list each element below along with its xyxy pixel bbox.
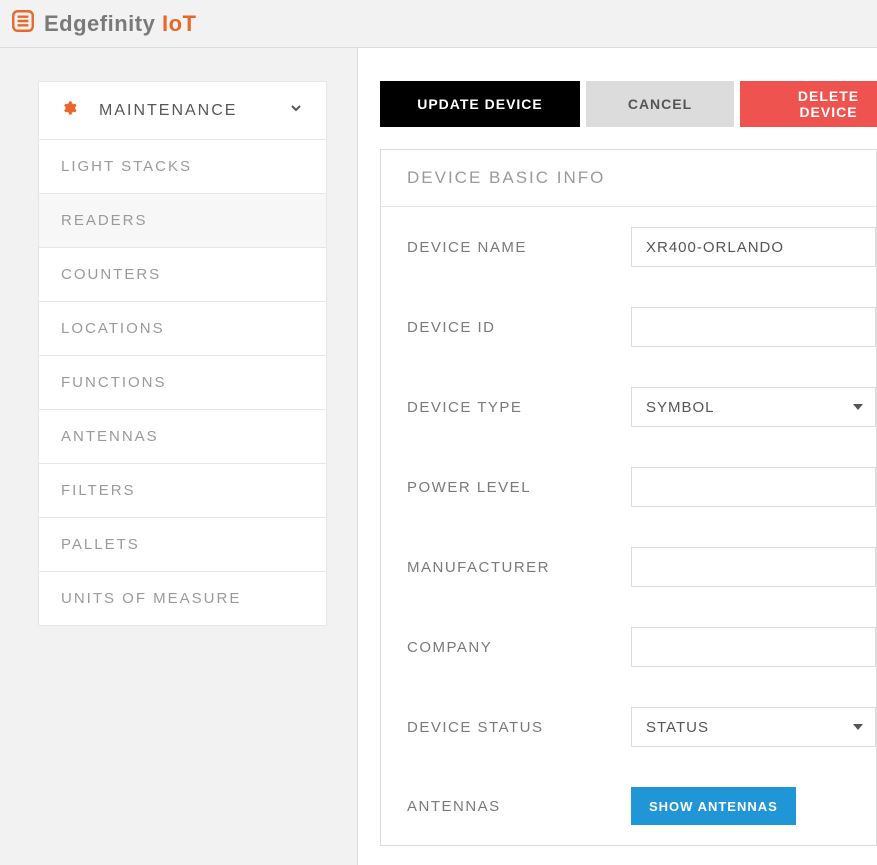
- label-manufacturer: MANUFACTURER: [407, 559, 631, 576]
- sidebar-item-functions[interactable]: FUNCTIONS: [39, 356, 326, 410]
- label-power-level: POWER LEVEL: [407, 479, 631, 496]
- brand-text: Edgefinity IoT: [44, 11, 196, 37]
- row-device-id: DEVICE ID: [381, 287, 876, 367]
- panel-title: DEVICE BASIC INFO: [381, 150, 876, 207]
- label-company: COMPANY: [407, 639, 631, 656]
- delete-device-button[interactable]: DELETE DEVICE: [740, 81, 877, 127]
- device-name-input[interactable]: [631, 227, 876, 267]
- row-device-status: DEVICE STATUS STATUS: [381, 687, 876, 767]
- sidebar-item-pallets[interactable]: PALLETS: [39, 518, 326, 572]
- update-device-button[interactable]: UPDATE DEVICE: [380, 81, 580, 127]
- device-status-select[interactable]: STATUS: [631, 707, 876, 747]
- row-company: COMPANY: [381, 607, 876, 687]
- sidebar-item-counters[interactable]: COUNTERS: [39, 248, 326, 302]
- row-antennas: ANTENNAS SHOW ANTENNAS: [381, 767, 876, 845]
- label-antennas: ANTENNAS: [407, 798, 631, 815]
- chevron-down-icon: [288, 100, 304, 121]
- device-type-select[interactable]: SYMBOL: [631, 387, 876, 427]
- power-level-input[interactable]: [631, 467, 876, 507]
- row-power-level: POWER LEVEL: [381, 447, 876, 527]
- row-manufacturer: MANUFACTURER: [381, 527, 876, 607]
- sidebar-item-locations[interactable]: LOCATIONS: [39, 302, 326, 356]
- sidebar-item-antennas[interactable]: ANTENNAS: [39, 410, 326, 464]
- device-info-panel: DEVICE BASIC INFO DEVICE NAME DEVICE ID …: [380, 149, 877, 846]
- brand-name-primary: Edgefinity: [44, 11, 162, 36]
- gear-icon: [61, 100, 99, 121]
- company-input[interactable]: [631, 627, 876, 667]
- label-device-name: DEVICE NAME: [407, 239, 631, 256]
- top-bar: Edgefinity IoT: [0, 0, 877, 48]
- label-device-id: DEVICE ID: [407, 319, 631, 336]
- brand-icon: [10, 8, 36, 39]
- row-device-type: DEVICE TYPE SYMBOL: [381, 367, 876, 447]
- sidebar-item-readers[interactable]: READERS: [39, 194, 326, 248]
- cancel-button[interactable]: CANCEL: [586, 81, 734, 127]
- manufacturer-input[interactable]: [631, 547, 876, 587]
- action-button-row: UPDATE DEVICE CANCEL DELETE DEVICE: [380, 81, 877, 127]
- sidebar-header-label: MAINTENANCE: [99, 102, 288, 120]
- sidebar-item-units-of-measure[interactable]: UNITS OF MEASURE: [39, 572, 326, 625]
- sidebar-nav: MAINTENANCE LIGHT STACKS READERS COUNTER…: [38, 81, 327, 626]
- row-device-name: DEVICE NAME: [381, 207, 876, 287]
- brand-logo[interactable]: Edgefinity IoT: [10, 8, 196, 39]
- show-antennas-button[interactable]: SHOW ANTENNAS: [631, 787, 796, 825]
- label-device-status: DEVICE STATUS: [407, 719, 631, 736]
- sidebar-item-filters[interactable]: FILTERS: [39, 464, 326, 518]
- brand-name-accent: IoT: [162, 11, 197, 36]
- sidebar-header-maintenance[interactable]: MAINTENANCE: [39, 82, 326, 140]
- sidebar-item-light-stacks[interactable]: LIGHT STACKS: [39, 140, 326, 194]
- main-content: UPDATE DEVICE CANCEL DELETE DEVICE DEVIC…: [358, 48, 877, 865]
- device-id-input[interactable]: [631, 307, 876, 347]
- label-device-type: DEVICE TYPE: [407, 399, 631, 416]
- sidebar-container: MAINTENANCE LIGHT STACKS READERS COUNTER…: [0, 48, 358, 865]
